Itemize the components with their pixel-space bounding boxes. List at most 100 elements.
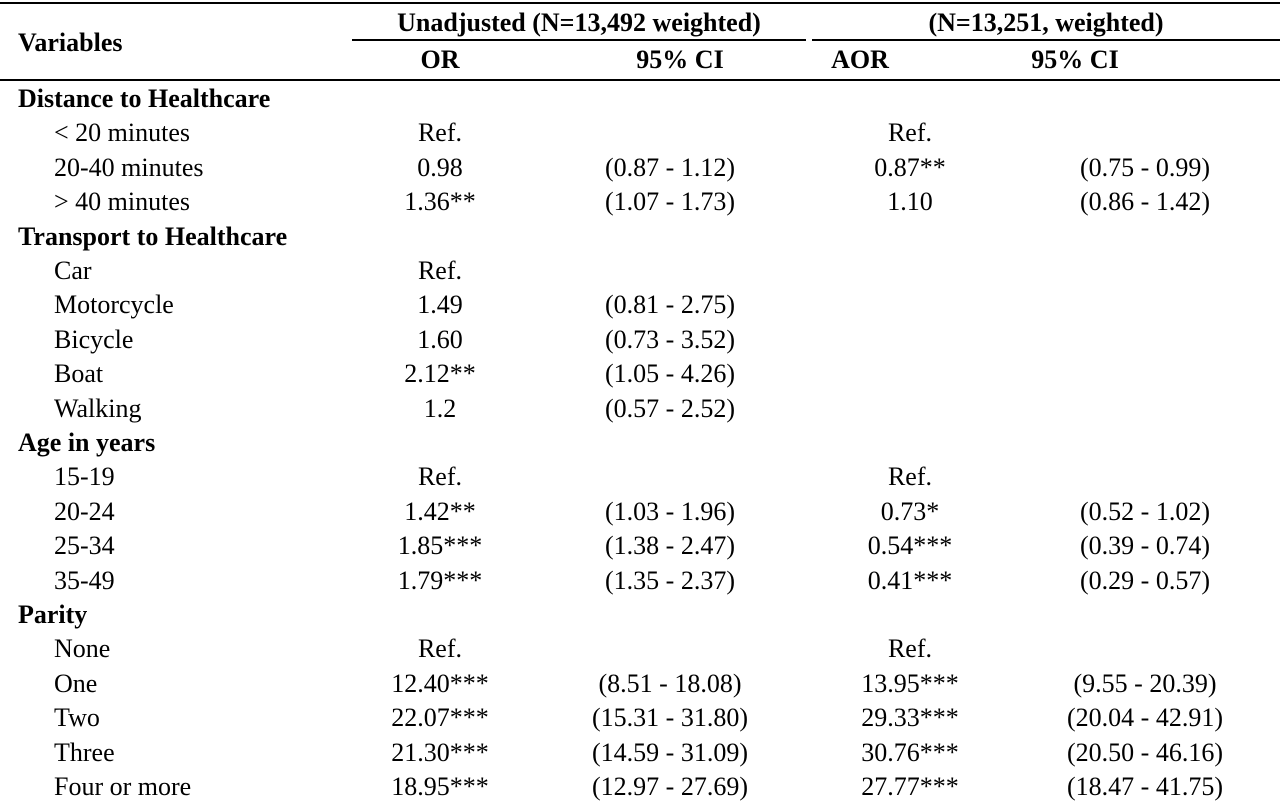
cell-ci-adjusted	[1040, 460, 1250, 494]
cell-aor: Ref.	[887, 118, 933, 147]
cell-ci-unadjusted: (12.97 - 27.69)	[592, 772, 748, 801]
cell-or: Ref.	[417, 118, 463, 147]
column-header-ci-adjusted: 95% CI	[1031, 45, 1119, 74]
cell-ci-unadjusted: (1.35 - 2.37)	[605, 566, 735, 595]
group-header-unadjusted: Unadjusted (N=13,492 weighted)	[397, 8, 761, 37]
cell-ci-unadjusted: (0.73 - 3.52)	[605, 325, 735, 354]
row-label: Bicycle	[54, 325, 134, 354]
row-label: None	[54, 634, 111, 663]
row-label: Two	[54, 703, 100, 732]
cell-ci-unadjusted: (0.87 - 1.12)	[605, 153, 735, 182]
cell-ci-unadjusted	[570, 116, 770, 150]
cell-or: 1.42**	[404, 497, 476, 526]
cell-or: 1.49	[417, 290, 463, 319]
cell-ci-adjusted: (0.52 - 1.02)	[1080, 497, 1210, 526]
cell-aor: Ref.	[887, 462, 933, 491]
cell-ci-unadjusted: (0.81 - 2.75)	[605, 290, 735, 319]
top-rule	[0, 2, 1280, 4]
row-label: Motorcycle	[54, 290, 174, 319]
cell-or: 12.40***	[391, 669, 489, 698]
cell-or: 18.95***	[391, 772, 489, 801]
row-label: < 20 minutes	[54, 118, 190, 147]
cell-ci-unadjusted: (15.31 - 31.80)	[592, 703, 748, 732]
cell-ci-adjusted	[1040, 632, 1250, 666]
row-label: Three	[54, 738, 115, 767]
row-label: 25-34	[54, 531, 115, 560]
cell-ci-adjusted: (9.55 - 20.39)	[1073, 669, 1217, 698]
cell-or: 0.98	[417, 153, 463, 182]
row-label: > 40 minutes	[54, 187, 190, 216]
cell-ci-adjusted: (0.86 - 1.42)	[1080, 187, 1210, 216]
cell-ci-unadjusted: (0.57 - 2.52)	[605, 394, 735, 423]
cell-aor	[830, 323, 990, 357]
cell-ci-unadjusted	[570, 254, 770, 288]
cell-or: 1.79***	[397, 566, 483, 595]
cell-aor: Ref.	[887, 634, 933, 663]
cell-ci-adjusted: (0.75 - 0.99)	[1080, 153, 1210, 182]
cell-or: Ref.	[417, 462, 463, 491]
row-label: Walking	[54, 394, 142, 423]
cell-ci-adjusted	[1040, 323, 1250, 357]
cell-or: 1.85***	[397, 531, 483, 560]
cell-ci-unadjusted	[570, 632, 770, 666]
section-heading: Parity	[18, 600, 88, 629]
cell-aor	[830, 254, 990, 288]
header-bottom-rule	[0, 79, 1280, 81]
cell-ci-adjusted: (20.04 - 42.91)	[1067, 703, 1223, 732]
cell-ci-adjusted	[1040, 116, 1250, 150]
cell-aor: 1.10	[887, 187, 933, 216]
cell-ci-unadjusted	[570, 460, 770, 494]
cell-aor: 0.41***	[867, 566, 953, 595]
section-heading: Transport to Healthcare	[18, 222, 288, 251]
cell-ci-adjusted: (20.50 - 46.16)	[1067, 738, 1223, 767]
row-label: 20-40 minutes	[54, 153, 204, 182]
cell-aor: 0.87**	[874, 153, 946, 182]
cell-ci-unadjusted: (1.07 - 1.73)	[605, 187, 735, 216]
row-label: One	[54, 669, 98, 698]
cell-ci-adjusted	[1040, 392, 1250, 426]
column-header-or: OR	[420, 45, 460, 74]
cell-aor: 0.73*	[880, 497, 940, 526]
cell-aor: 30.76***	[861, 738, 959, 767]
row-label: 35-49	[54, 566, 115, 595]
cell-aor	[830, 288, 990, 322]
cell-or: 21.30***	[391, 738, 489, 767]
cell-or: 22.07***	[391, 703, 489, 732]
cell-aor	[830, 357, 990, 391]
cell-ci-adjusted	[1040, 357, 1250, 391]
column-header-ci-unadjusted: 95% CI	[636, 45, 724, 74]
cell-ci-adjusted: (0.29 - 0.57)	[1080, 566, 1210, 595]
group-header-adjusted: (N=13,251, weighted)	[928, 8, 1164, 37]
group-underline-unadjusted	[352, 39, 806, 41]
cell-aor: 27.77***	[861, 772, 959, 801]
cell-ci-unadjusted: (1.03 - 1.96)	[605, 497, 735, 526]
cell-ci-adjusted	[1040, 254, 1250, 288]
row-label: Car	[54, 256, 92, 285]
cell-aor: 0.54***	[867, 531, 953, 560]
cell-ci-adjusted: (0.39 - 0.74)	[1080, 531, 1210, 560]
cell-or: 1.36**	[404, 187, 476, 216]
cell-aor: 29.33***	[861, 703, 959, 732]
column-header-aor: AOR	[831, 45, 889, 74]
row-label: 20-24	[54, 497, 115, 526]
cell-or: Ref.	[417, 634, 463, 663]
variables-header: Variables	[18, 28, 123, 57]
cell-ci-adjusted: (18.47 - 41.75)	[1067, 772, 1223, 801]
cell-or: 1.2	[423, 394, 457, 423]
cell-ci-unadjusted: (1.05 - 4.26)	[605, 359, 735, 388]
row-label: Boat	[54, 359, 104, 388]
cell-aor	[830, 392, 990, 426]
group-underline-adjusted	[812, 39, 1280, 41]
section-heading: Age in years	[18, 428, 156, 457]
cell-or: 1.60	[417, 325, 463, 354]
cell-or: Ref.	[417, 256, 463, 285]
section-heading: Distance to Healthcare	[18, 84, 271, 113]
cell-ci-unadjusted: (1.38 - 2.47)	[605, 531, 735, 560]
cell-ci-adjusted	[1040, 288, 1250, 322]
cell-or: 2.12**	[404, 359, 476, 388]
row-label: 15-19	[54, 462, 115, 491]
cell-ci-unadjusted: (14.59 - 31.09)	[592, 738, 748, 767]
cell-aor: 13.95***	[861, 669, 959, 698]
cell-ci-unadjusted: (8.51 - 18.08)	[598, 669, 742, 698]
